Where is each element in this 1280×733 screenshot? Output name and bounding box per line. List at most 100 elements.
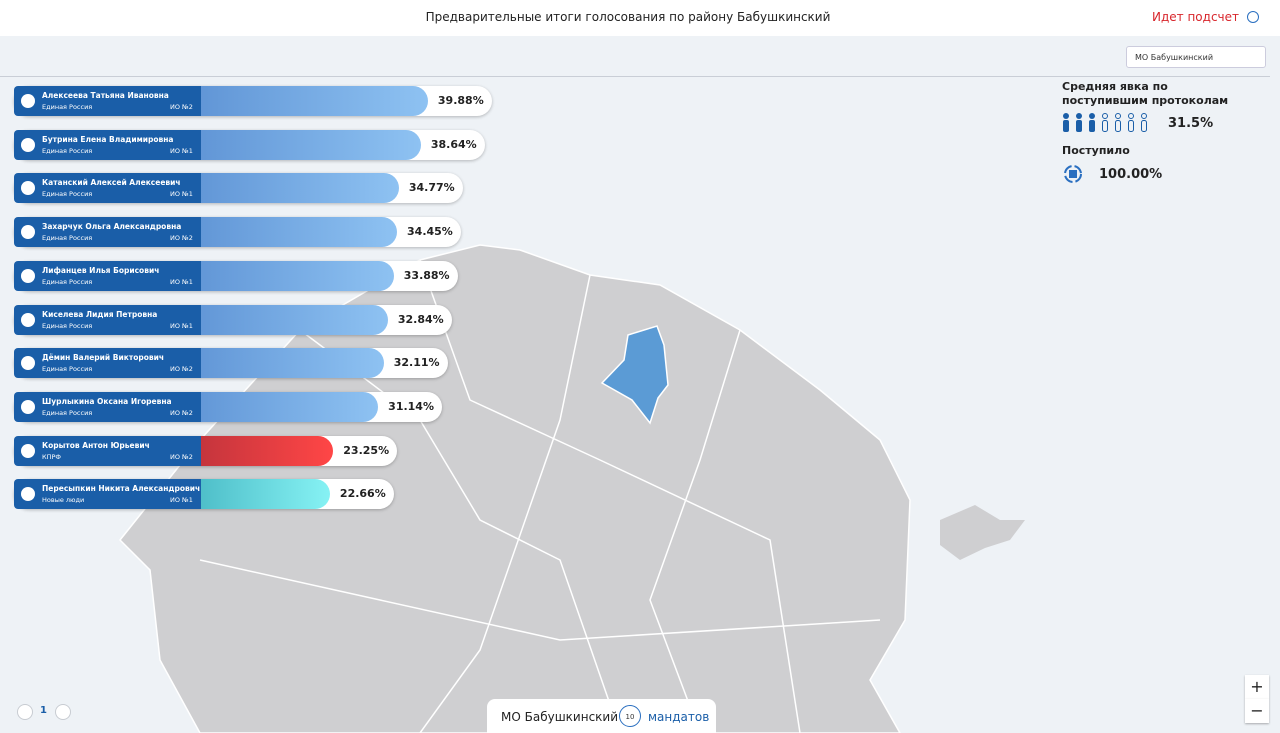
- selected-district: [600, 325, 669, 425]
- candidate-head: Киселева Лидия Петровна Единая Россия ИО №…: [14, 304, 201, 335]
- district-name: ИО №2: [170, 365, 193, 374]
- result-bar: [164, 260, 394, 291]
- candidate-name: Шурлыкина Оксана Игоревна: [42, 396, 172, 406]
- party-logo: [21, 312, 35, 327]
- map-border: [419, 259, 801, 733]
- candidate-head: Лифанцев Илья Борисович Единая Россия ИО №…: [14, 260, 201, 291]
- candidate-name: Дёмин Валерий Викторович: [42, 353, 165, 363]
- district-name: ИО №1: [170, 496, 193, 505]
- party-name: Единая Россия: [42, 103, 93, 111]
- party-name: Единая Россия: [42, 146, 93, 155]
- page-number[interactable]: 1: [40, 705, 47, 716]
- candidate-head: Бутрина Елена Владимировна Единая Россия И…: [14, 129, 201, 160]
- mandates-count: 10: [619, 705, 641, 727]
- map-border: [649, 329, 741, 733]
- turnout-icons: [1063, 113, 1147, 132]
- map-border: [199, 559, 881, 641]
- district-name: ИО №1: [170, 146, 193, 155]
- candidate-row[interactable]: Катанский Алексей Алексеевич Единая Росси…: [14, 173, 463, 204]
- percent-label: 33.88%: [403, 268, 450, 282]
- candidate-name: Захарчук Ольга Александровна: [42, 222, 182, 232]
- candidate-row[interactable]: Захарчук Ольга Александровна Единая Росси…: [14, 217, 462, 248]
- party-name: Единая Россия: [42, 234, 93, 243]
- turnout-value: 31.5%: [1168, 116, 1214, 131]
- result-bar: [164, 304, 388, 335]
- mandates-label: мандатов: [648, 710, 710, 724]
- percent-label: 22.66%: [339, 487, 386, 501]
- header: Предварительные итоги голосования по рай…: [0, 0, 1280, 36]
- candidate-row[interactable]: Киселева Лидия Петровна Единая Россия ИО №…: [14, 304, 452, 335]
- district-name: ИО №2: [170, 452, 193, 461]
- result-bar: [164, 86, 428, 116]
- party-logo: [21, 268, 35, 283]
- footer-district: МО Бабушкинский: [501, 710, 619, 724]
- candidate-head: Корытов Антон Юрьевич КПРФ ИО №2: [14, 435, 201, 466]
- candidate-head: Катанский Алексей Алексеевич Единая Росси…: [14, 173, 201, 204]
- percent-label: 38.64%: [430, 137, 477, 151]
- party-logo: [21, 225, 35, 240]
- party-name: КПРФ: [42, 452, 62, 461]
- candidate-name: Бутрина Елена Владимировна: [42, 134, 174, 144]
- party-name: Единая Россия: [42, 365, 93, 374]
- district-select[interactable]: МО Бабушкинский: [1126, 46, 1266, 68]
- candidate-head: Шурлыкина Оксана Игоревна Единая Россия ИО…: [14, 391, 201, 422]
- result-bar: [164, 173, 399, 204]
- party-logo: [21, 443, 35, 458]
- percent-label: 34.45%: [407, 225, 453, 239]
- percent-label: 32.84%: [397, 312, 444, 326]
- prev-page[interactable]: [17, 704, 33, 720]
- result-bar: [164, 129, 421, 160]
- candidate-head: Алексеева Татьяна Ивановна Единая Россия И…: [14, 86, 201, 116]
- percent-label: 31.14%: [388, 399, 434, 413]
- zoom-out[interactable]: −: [1245, 699, 1269, 723]
- next-page[interactable]: [55, 704, 71, 720]
- candidate-name: Лифанцев Илья Борисович: [42, 265, 160, 275]
- candidate-row[interactable]: Дёмин Валерий Викторович Единая Россия ИО …: [14, 348, 448, 379]
- play-button[interactable]: [1247, 11, 1259, 23]
- received-icon: [1064, 165, 1082, 183]
- separator: [0, 76, 1270, 77]
- party-name: Единая Россия: [42, 321, 93, 330]
- footer-panel: МО Бабушкинский 10 мандатов: [487, 699, 716, 733]
- candidate-name: Корытов Антон Юрьевич: [42, 440, 150, 450]
- turnout-title: Средняя явка по поступившим протоколам: [1062, 80, 1229, 107]
- candidate-row[interactable]: Алексеева Татьяна Ивановна Единая Россия И…: [14, 86, 492, 116]
- map-border: [419, 274, 591, 733]
- map-border: [299, 329, 621, 733]
- party-logo: [21, 137, 35, 152]
- candidate-row[interactable]: Лифанцев Илья Борисович Единая Россия ИО №…: [14, 260, 458, 291]
- candidate-row[interactable]: Бутрина Елена Владимировна Единая Россия И…: [14, 129, 485, 160]
- party-name: Единая Россия: [42, 277, 93, 286]
- title: Предварительные итоги голосования по рай…: [425, 10, 831, 24]
- candidate-row[interactable]: Пересыпкин Никита Александрович Новые люд…: [14, 479, 394, 510]
- party-logo: [21, 399, 35, 414]
- zoom-in[interactable]: +: [1245, 675, 1269, 699]
- candidate-name: Катанский Алексей Алексеевич: [42, 178, 181, 188]
- party-logo: [21, 94, 35, 108]
- party-logo: [21, 487, 35, 502]
- status: Идет подсчет: [1152, 10, 1240, 24]
- received-label[interactable]: Поступило: [1062, 144, 1130, 157]
- party-logo: [21, 181, 35, 196]
- percent-label: 34.77%: [408, 181, 455, 195]
- candidate-name: Пересыпкин Никита Александрович: [42, 484, 201, 494]
- candidate-head: Пересыпкин Никита Александрович Новые люд…: [14, 479, 201, 510]
- result-bar: [164, 217, 398, 248]
- received-value: 100.00%: [1099, 167, 1163, 182]
- percent-label: 32.11%: [393, 356, 440, 370]
- district-name: ИО №1: [170, 277, 193, 286]
- party-name: Единая Россия: [42, 190, 93, 199]
- percent-label: 23.25%: [343, 443, 390, 457]
- candidate-row[interactable]: Шурлыкина Оксана Игоревна Единая Россия ИО…: [14, 391, 443, 422]
- candidate-row[interactable]: Корытов Антон Юрьевич КПРФ ИО №2 23.25%: [14, 435, 398, 466]
- district-name: ИО №2: [170, 408, 193, 417]
- district-name: ИО №2: [170, 103, 193, 111]
- percent-label: 39.88%: [437, 94, 484, 107]
- district-name: ИО №1: [170, 190, 193, 199]
- party-logo: [21, 356, 35, 371]
- district-name: ИО №2: [170, 234, 193, 243]
- candidate-head: Дёмин Валерий Викторович Единая Россия ИО …: [14, 348, 201, 379]
- candidate-name: Алексеева Татьяна Ивановна: [42, 91, 169, 100]
- party-name: Единая Россия: [42, 408, 93, 417]
